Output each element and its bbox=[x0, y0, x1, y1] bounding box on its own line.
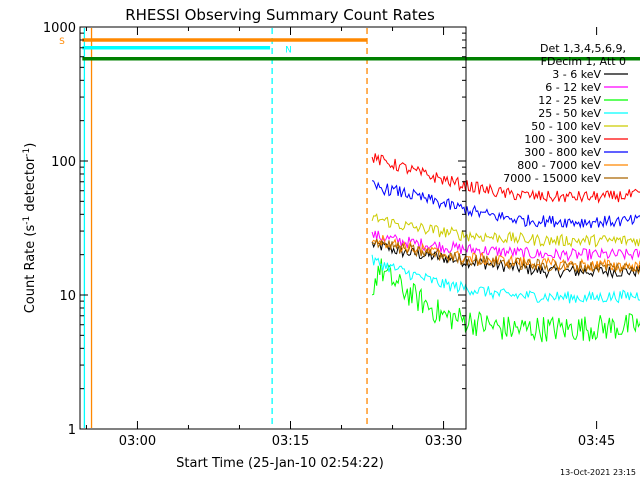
series-line-8 bbox=[371, 238, 640, 276]
legend-header-line-1: Det 1,3,4,5,6,9, bbox=[540, 42, 626, 55]
y-axis-label: Count Rate (s-1 detector-1) bbox=[22, 143, 38, 314]
x-axis-label: Start Time (25-Jan-10 02:54:22) bbox=[176, 456, 384, 471]
series-line-1 bbox=[371, 230, 640, 263]
x-tick-label-0: 03:00 bbox=[119, 434, 156, 449]
legend-label-2: 12 - 25 keV bbox=[538, 94, 601, 107]
legend-label-3: 25 - 50 keV bbox=[538, 107, 601, 120]
axes: 03:0003:1503:3003:4504:0004:1504:3011010… bbox=[43, 21, 615, 449]
y-tick-label-2: 100 bbox=[51, 155, 76, 170]
legend: Det 1,3,4,5,6,9, FDecim 1, Att 0 3 - 6 k… bbox=[503, 42, 628, 185]
plot-area: SNRD0RD4 bbox=[59, 28, 640, 428]
y-tick-label-3: 1000 bbox=[43, 21, 76, 36]
y-tick-label-1: 10 bbox=[59, 289, 76, 304]
chart-title: RHESSI Observing Summary Count Rates bbox=[125, 6, 435, 24]
flag-label-n-1: N bbox=[285, 46, 292, 56]
series-line-6 bbox=[371, 180, 640, 229]
series-line-0 bbox=[371, 237, 640, 280]
series-line-3 bbox=[371, 254, 640, 304]
legend-label-6: 300 - 800 keV bbox=[524, 146, 601, 159]
x-tick-label-2: 03:30 bbox=[425, 434, 462, 449]
flag-label-s-0: S bbox=[59, 37, 65, 47]
legend-label-4: 50 - 100 keV bbox=[531, 120, 601, 133]
series-line-2 bbox=[371, 258, 640, 343]
legend-label-5: 100 - 300 keV bbox=[524, 133, 601, 146]
legend-label-0: 3 - 6 keV bbox=[552, 68, 601, 81]
legend-label-8: 7000 - 15000 keV bbox=[503, 172, 601, 185]
footer-date: 13-Oct-2021 23:15 bbox=[560, 468, 636, 477]
x-tick-label-3: 03:45 bbox=[578, 434, 615, 449]
x-tick-label-1: 03:15 bbox=[272, 434, 309, 449]
legend-label-7: 800 - 7000 keV bbox=[517, 159, 601, 172]
series-line-5 bbox=[371, 153, 640, 204]
y-tick-label-0: 1 bbox=[68, 423, 76, 438]
legend-header-line-2: FDecim 1, Att 0 bbox=[541, 55, 626, 68]
plot-frame bbox=[79, 26, 467, 430]
series-line-4 bbox=[371, 213, 640, 248]
legend-label-1: 6 - 12 keV bbox=[545, 81, 601, 94]
